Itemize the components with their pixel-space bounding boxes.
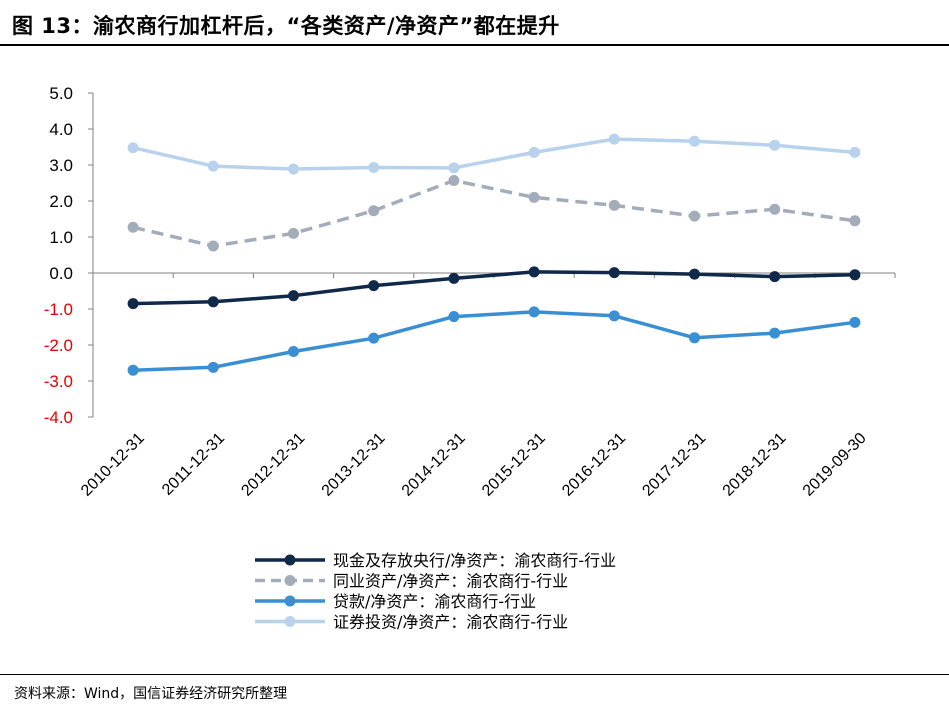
data-point: [769, 271, 781, 283]
data-point: [127, 221, 139, 233]
legend-label: 同业资产/净资产：渝农商行-行业: [333, 572, 568, 591]
y-tick-label: -3.0: [44, 372, 73, 391]
y-tick-label: 0.0: [49, 264, 73, 283]
data-point: [368, 205, 380, 217]
x-tick-label: 2013-12-31: [319, 430, 389, 500]
data-point: [288, 290, 299, 302]
data-point: [207, 240, 219, 252]
data-point: [608, 267, 620, 279]
x-tick-label: 2016-12-31: [559, 430, 629, 500]
data-point: [448, 311, 460, 323]
series-line: [132, 137, 856, 171]
data-point: [849, 146, 861, 158]
data-point: [448, 174, 460, 186]
data-point: [528, 191, 540, 203]
data-point: [608, 310, 620, 322]
data-point: [368, 162, 380, 174]
data-point: [127, 364, 139, 376]
figure-footer: 资料来源：Wind，国信证券经济研究所整理: [0, 674, 949, 708]
chart-area: 5.0 4.0 3.0 2.0 1.0 0.0 -1.0 -2.0 -3.0 -4.0 2010-1…: [0, 46, 949, 666]
data-point: [207, 296, 219, 308]
legend-label: 现金及存放央行/净资产：渝农商行-行业: [333, 551, 616, 570]
data-point: [689, 268, 700, 280]
series-line: [133, 270, 855, 306]
data-point: [127, 298, 139, 310]
data-point: [769, 327, 781, 339]
x-tick-label: 2018-12-31: [720, 430, 790, 500]
figure-title: 图 13：渝农商行加杠杆后，“各类资产/净资产”都在提升: [12, 14, 560, 38]
data-point: [368, 280, 380, 292]
x-tick-label: 2010-12-31: [78, 430, 148, 500]
y-tick-label: -2.0: [44, 336, 73, 355]
data-point: [207, 361, 219, 373]
legend-marker: [284, 595, 296, 607]
x-tick-label: 2012-12-31: [238, 430, 308, 500]
legend-label: 证券投资/净资产：渝农商行-行业: [333, 613, 568, 632]
source-note: 资料来源：Wind，国信证券经济研究所整理: [14, 686, 288, 702]
legend-marker: [284, 616, 296, 627]
x-tick-label: 2019-09-30: [800, 430, 870, 500]
data-point: [849, 215, 861, 227]
x-tick-label: 2011-12-31: [159, 430, 228, 499]
legend-marker: [284, 554, 296, 566]
data-point: [288, 345, 299, 357]
legend-marker: [284, 575, 296, 586]
data-point: [448, 272, 460, 284]
data-point: [689, 332, 700, 344]
x-tick-label: 2015-12-31: [479, 430, 549, 500]
x-tick-label: 2017-12-31: [639, 430, 709, 500]
y-tick-label: -1.0: [44, 300, 73, 319]
y-tick-label: 3.0: [49, 156, 73, 175]
y-tick-label: 2.0: [49, 192, 73, 211]
data-point: [849, 269, 861, 281]
data-point: [608, 199, 620, 211]
line-chart: 5.0 4.0 3.0 2.0 1.0 0.0 -1.0 -2.0 -3.0 -4.0 2010-1…: [44, 84, 896, 632]
legend-label: 贷款/净资产：渝农商行-行业: [333, 592, 536, 611]
data-point: [528, 146, 540, 158]
y-tick-label: 5.0: [49, 84, 73, 103]
data-point: [689, 135, 700, 147]
data-point: [528, 306, 540, 318]
y-tick-label: 4.0: [49, 120, 73, 139]
data-point: [769, 203, 781, 215]
data-point: [689, 210, 700, 222]
data-point: [288, 227, 299, 239]
data-point: [769, 139, 781, 151]
data-point: [448, 162, 460, 174]
y-tick-label: 1.0: [49, 228, 73, 247]
series-line: [132, 178, 856, 248]
y-tick-label: -4.0: [44, 408, 73, 427]
data-point: [127, 142, 139, 154]
series-line: [133, 310, 856, 372]
figure-header: 图 13：渝农商行加杠杆后，“各类资产/净资产”都在提升: [0, 0, 949, 46]
data-point: [608, 133, 620, 145]
x-tick-label: 2014-12-31: [399, 430, 469, 500]
data-point: [368, 332, 380, 344]
data-point: [528, 266, 540, 278]
data-point: [849, 316, 861, 328]
data-point: [288, 163, 299, 175]
data-point: [207, 160, 219, 172]
